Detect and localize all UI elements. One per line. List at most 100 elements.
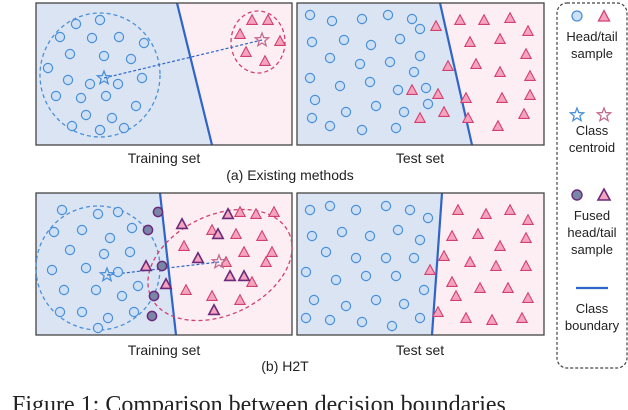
head-region bbox=[36, 193, 176, 335]
legend-fused-line2: head/tail bbox=[567, 225, 616, 240]
tail-sample bbox=[519, 47, 533, 59]
head-centroid-star bbox=[95, 69, 113, 86]
head-sample bbox=[304, 204, 316, 216]
head-cluster-ellipse bbox=[39, 12, 161, 138]
tail-region bbox=[440, 3, 544, 145]
head-sample bbox=[56, 204, 68, 216]
head-star-icon bbox=[568, 106, 586, 123]
head-sample bbox=[304, 72, 316, 84]
fused-tail-sample bbox=[211, 227, 225, 240]
head-sample bbox=[350, 252, 362, 264]
tail-sample bbox=[479, 207, 493, 219]
head-sample bbox=[66, 120, 78, 132]
tail-sample bbox=[493, 65, 507, 77]
head-sample bbox=[80, 109, 92, 121]
tail-sample bbox=[471, 227, 485, 239]
tail-sample bbox=[459, 311, 473, 323]
tail-sample bbox=[493, 32, 507, 44]
tail-sample bbox=[255, 229, 269, 241]
tail-sample bbox=[239, 45, 253, 57]
head-sample bbox=[80, 262, 92, 274]
head-sample bbox=[70, 18, 82, 30]
panel-b-training-label: Training set bbox=[128, 342, 201, 358]
head-sample bbox=[422, 212, 434, 224]
fused-tail-sample bbox=[175, 217, 189, 230]
head-sample bbox=[132, 280, 144, 292]
tail-sample bbox=[485, 313, 499, 325]
legend-centroid-line2: centroid bbox=[569, 140, 615, 155]
class-boundary-line bbox=[158, 193, 178, 335]
tail-sample bbox=[495, 91, 509, 103]
head-sample bbox=[408, 66, 420, 78]
tail-sample bbox=[449, 289, 463, 301]
head-sample bbox=[86, 32, 98, 44]
head-sample bbox=[382, 9, 394, 21]
head-sample bbox=[365, 39, 377, 51]
tail-sample bbox=[469, 57, 483, 69]
head-sample bbox=[330, 274, 342, 286]
head-sample bbox=[414, 312, 426, 324]
legend-boundary-line1: Class bbox=[576, 301, 609, 316]
tail-sample bbox=[233, 205, 247, 217]
fused-head-sample bbox=[142, 224, 154, 236]
tail-sample bbox=[463, 255, 477, 267]
head-sample bbox=[364, 230, 376, 242]
tail-sample bbox=[437, 105, 451, 117]
tail-sample bbox=[459, 91, 473, 103]
tail-sample bbox=[515, 311, 529, 323]
fused-tail-sample bbox=[159, 277, 173, 290]
head-sample bbox=[46, 264, 58, 276]
head-sample bbox=[406, 13, 418, 25]
head-sample bbox=[336, 226, 348, 238]
fused-head-sample bbox=[148, 290, 160, 302]
head-sample bbox=[113, 31, 125, 43]
head-sample bbox=[300, 266, 312, 278]
head-sample bbox=[112, 78, 124, 90]
legend-fused-line1: Fused bbox=[574, 208, 610, 223]
head-sample bbox=[320, 246, 332, 258]
head-sample bbox=[50, 90, 62, 102]
tail-sample bbox=[249, 207, 263, 219]
tail-sample bbox=[521, 291, 535, 303]
fused-tail-sample bbox=[191, 251, 205, 264]
legend-head-tail-line2: sample bbox=[571, 46, 613, 61]
head-sample bbox=[112, 206, 124, 218]
fused-head-icon bbox=[571, 189, 583, 201]
panel-a-caption: (a) Existing methods bbox=[226, 167, 354, 183]
panel-b-training: Training set bbox=[35, 192, 293, 358]
head-region bbox=[36, 3, 212, 145]
legend-head-tail-line1: Head/tail bbox=[566, 29, 617, 44]
head-sample bbox=[62, 74, 74, 86]
tail-sample bbox=[179, 283, 193, 295]
head-sample bbox=[418, 284, 430, 296]
tail-sample bbox=[517, 107, 531, 119]
tail-sample bbox=[413, 111, 427, 123]
class-boundary-line bbox=[175, 3, 214, 145]
tail-sample bbox=[523, 69, 537, 81]
head-sample bbox=[106, 112, 118, 124]
head-sample bbox=[422, 98, 434, 110]
head-sample bbox=[340, 300, 352, 312]
head-sample bbox=[304, 9, 316, 21]
tail-sample bbox=[205, 223, 219, 235]
head-sample bbox=[75, 92, 87, 104]
head-sample bbox=[386, 320, 398, 332]
head-sample bbox=[398, 298, 410, 310]
tail-sample bbox=[445, 275, 459, 287]
head-sample bbox=[380, 252, 392, 264]
tail-sample bbox=[258, 54, 272, 66]
head-sample bbox=[350, 204, 362, 216]
head-sample bbox=[128, 306, 140, 318]
head-sample bbox=[370, 294, 382, 306]
head-sample bbox=[92, 322, 104, 334]
head-sample bbox=[94, 14, 106, 26]
tail-sample bbox=[237, 245, 251, 257]
head-sample bbox=[136, 72, 148, 84]
tail-cluster-ellipse bbox=[230, 10, 286, 74]
head-sample bbox=[90, 284, 102, 296]
tail-sample bbox=[503, 11, 517, 23]
head-sample bbox=[414, 234, 426, 246]
tail-sample bbox=[453, 13, 467, 25]
tail-sample bbox=[205, 289, 219, 301]
